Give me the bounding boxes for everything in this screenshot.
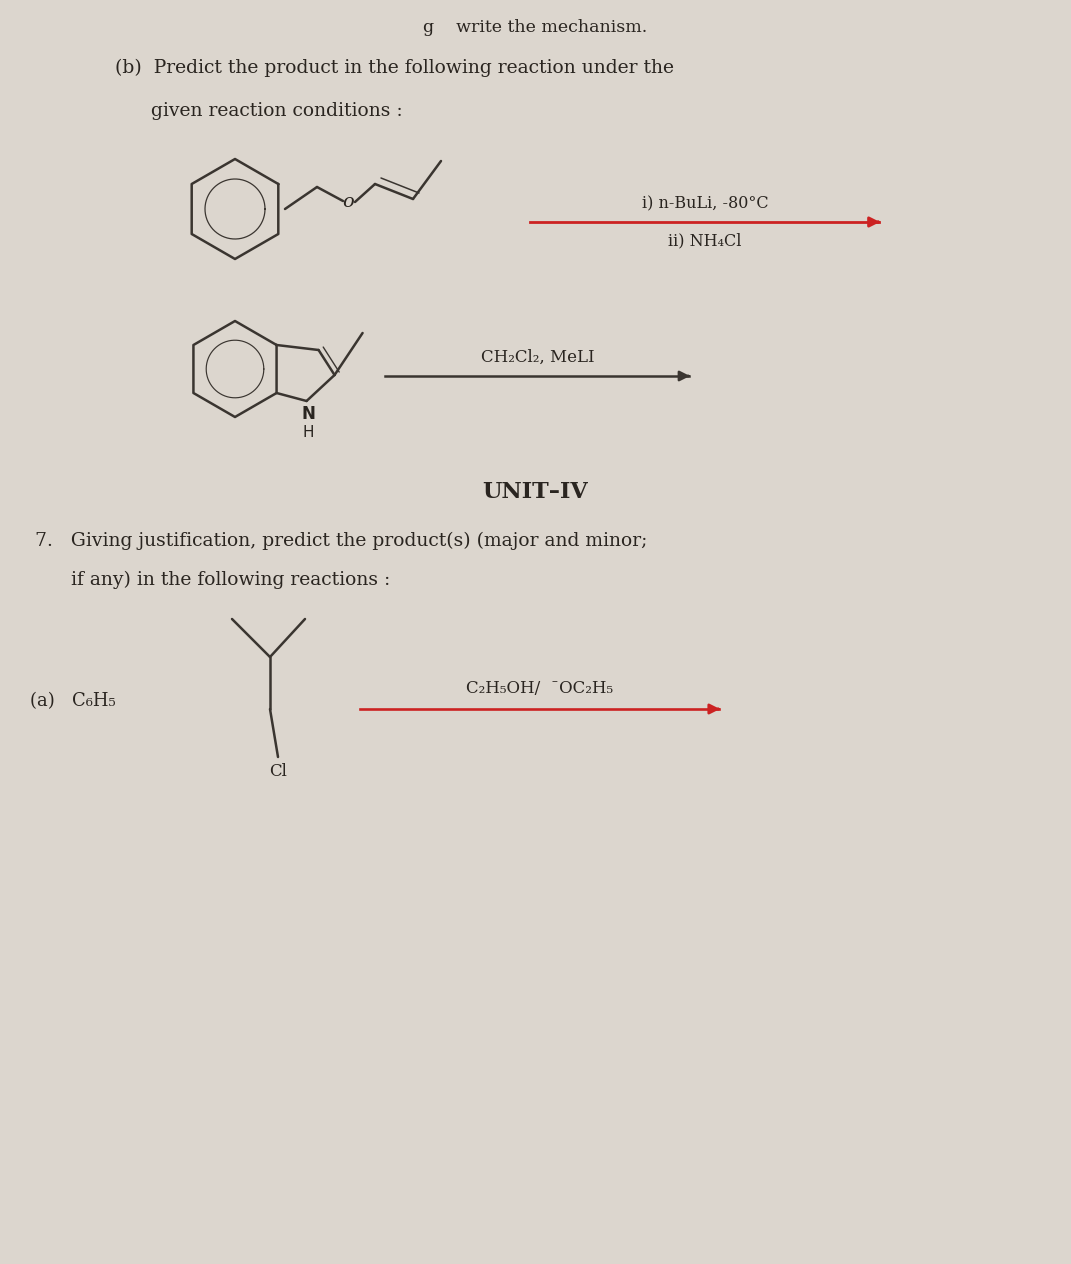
Text: (a)   C₆H₅: (a) C₆H₅ — [30, 691, 116, 710]
Text: H: H — [303, 425, 314, 440]
Text: N: N — [302, 404, 316, 423]
Text: o: o — [342, 193, 353, 211]
Text: if any) in the following reactions :: if any) in the following reactions : — [35, 571, 390, 589]
Text: given reaction conditions :: given reaction conditions : — [115, 102, 403, 120]
Text: ii) NH₄Cl: ii) NH₄Cl — [668, 233, 742, 249]
Text: UNIT–IV: UNIT–IV — [482, 482, 588, 503]
Text: (b)  Predict the product in the following reaction under the: (b) Predict the product in the following… — [115, 59, 674, 77]
Text: CH₂Cl₂, MeLI: CH₂Cl₂, MeLI — [481, 349, 594, 367]
Text: i) n-BuLi, -80°C: i) n-BuLi, -80°C — [642, 195, 768, 212]
Text: 7.   Giving justification, predict the product(s) (major and minor;: 7. Giving justification, predict the pro… — [35, 532, 647, 550]
Text: C₂H₅OH/  ¯OC₂H₅: C₂H₅OH/ ¯OC₂H₅ — [467, 680, 614, 696]
Text: Cl: Cl — [269, 763, 287, 780]
Text: g    write the mechanism.: g write the mechanism. — [423, 19, 647, 35]
